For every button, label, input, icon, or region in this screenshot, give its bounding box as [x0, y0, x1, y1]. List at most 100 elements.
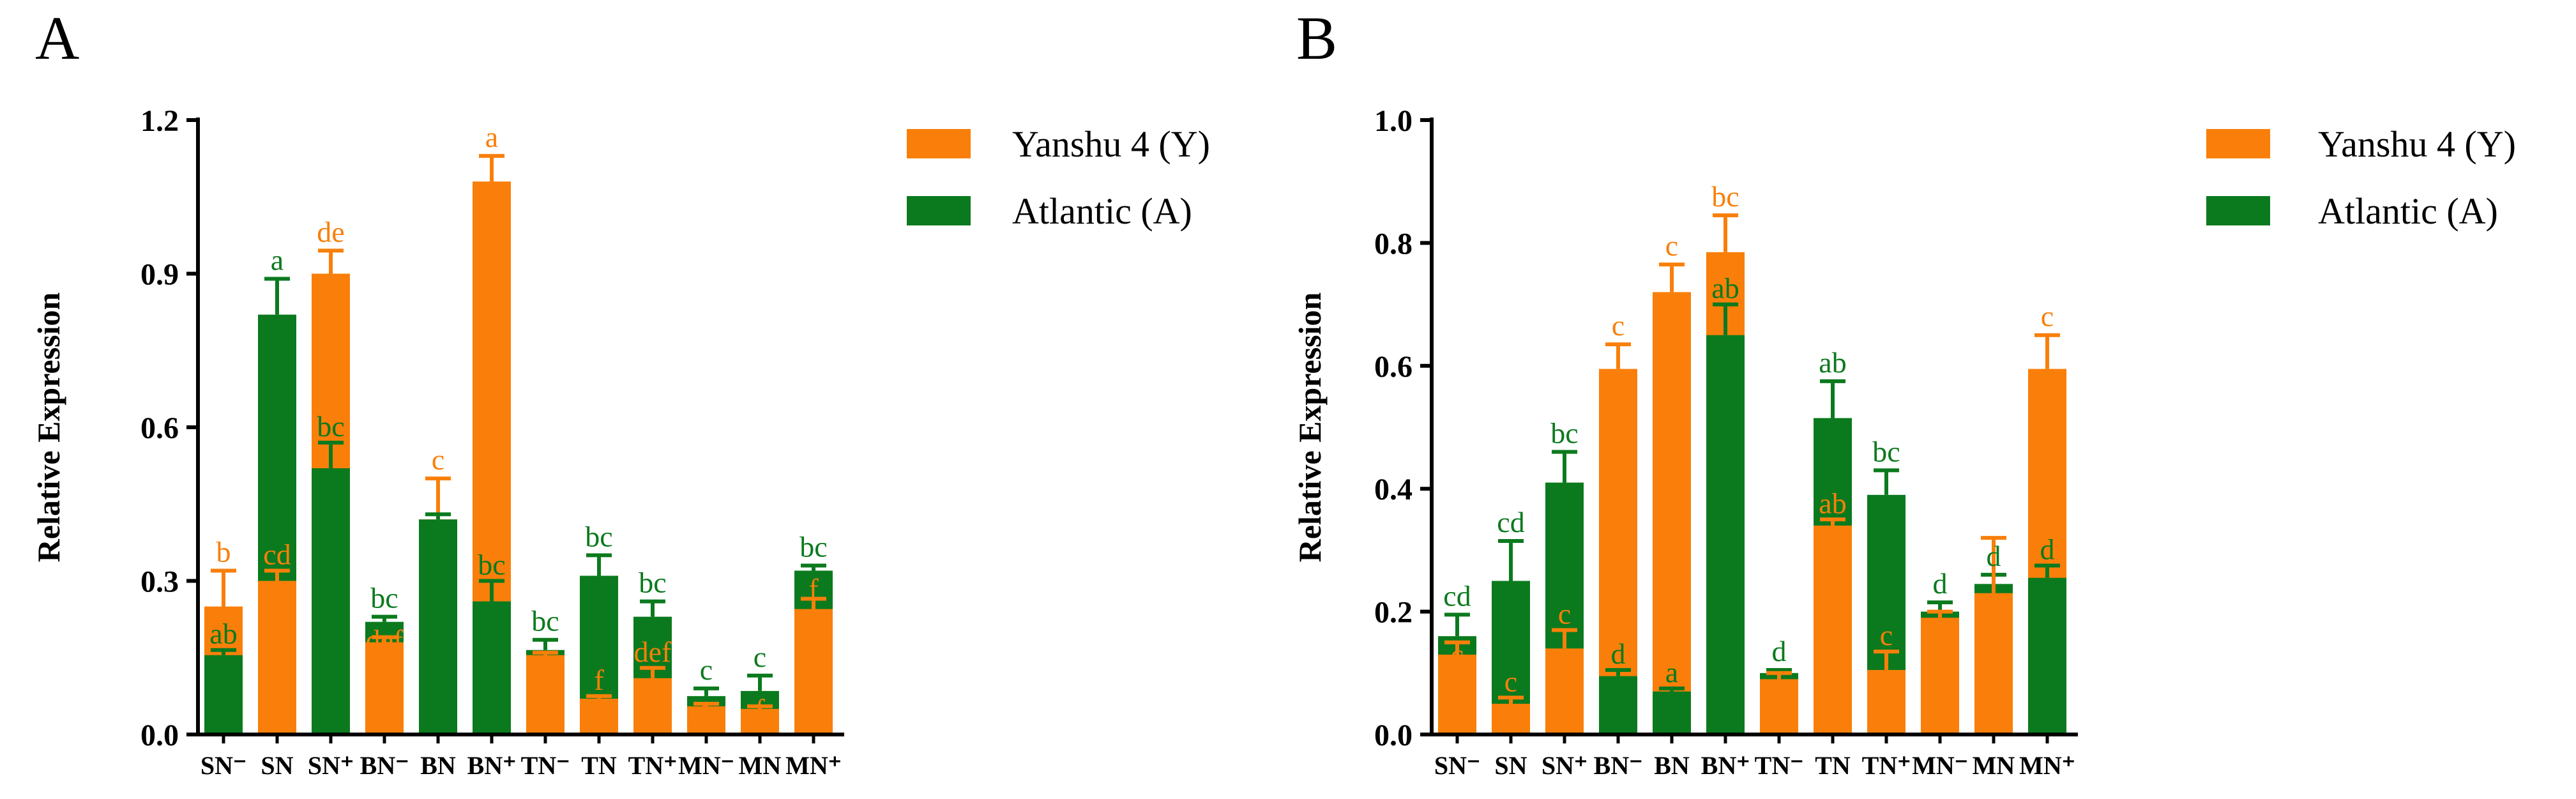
- bar-front-atlantic: [1706, 335, 1745, 734]
- chart-panel-a: A Relative Expression b ab SN⁻ a cd SN de bc SN⁺ bc…: [31, 4, 1210, 780]
- significance-label-back: bc: [1550, 416, 1578, 449]
- legend-label-yanshu: Yanshu 4 (Y): [2318, 123, 2516, 165]
- significance-label-back: ab: [1819, 346, 1846, 379]
- significance-label-back: c: [754, 641, 766, 673]
- bar-front-atlantic: [1599, 676, 1637, 734]
- y-tick-label: 0.8: [1374, 227, 1413, 261]
- bar-front-yanshu: [1492, 703, 1530, 734]
- legend-swatch-yanshu: [2206, 129, 2270, 158]
- y-axis-title: Relative Expression: [1292, 292, 1328, 562]
- x-tick-label: SN⁺: [308, 751, 354, 780]
- y-axis-title: Relative Expression: [31, 292, 66, 562]
- significance-label-back: bc: [799, 530, 827, 563]
- x-tick-label: TN: [581, 751, 617, 780]
- significance-label-back: bc: [585, 520, 612, 552]
- x-tick-label: SN: [261, 751, 293, 780]
- significance-label-back: c: [1612, 309, 1625, 342]
- x-tick-label: TN⁺: [1862, 751, 1911, 780]
- legend-swatch-yanshu: [907, 129, 971, 158]
- bar-front-atlantic: [473, 601, 511, 734]
- significance-label-front: bc: [317, 410, 344, 443]
- bar-front-yanshu: [526, 655, 564, 734]
- significance-label-back: bc: [639, 567, 666, 599]
- significance-label-front: c: [1504, 665, 1517, 697]
- x-tick-label: TN⁻: [521, 751, 570, 780]
- significance-label-back: b: [216, 535, 231, 568]
- significance-label-back: d: [1772, 635, 1787, 667]
- significance-label-front: c: [1987, 586, 2000, 618]
- bar-front-atlantic: [204, 655, 243, 734]
- y-tick-label: 0.0: [1374, 719, 1413, 752]
- significance-label-back: cd: [1497, 506, 1524, 538]
- legend-label-atlantic: Atlantic (A): [1012, 190, 1192, 232]
- significance-label-back: c: [432, 443, 444, 476]
- y-tick-label: 0.0: [140, 719, 179, 752]
- significance-label-front: f: [755, 693, 765, 726]
- significance-label-front: bc: [424, 521, 451, 554]
- x-tick-label: MN⁻: [1912, 751, 1968, 780]
- significance-label-back: bc: [1711, 180, 1739, 213]
- bar-front-yanshu: [365, 642, 404, 734]
- significance-label-back: bc: [370, 582, 398, 614]
- x-tick-label: SN: [1494, 751, 1527, 780]
- x-tick-label: SN⁻: [201, 751, 246, 780]
- significance-label-front: cd: [263, 538, 291, 570]
- x-tick-label: BN: [420, 751, 456, 780]
- bar-front-yanshu: [580, 698, 618, 734]
- legend-label-atlantic: Atlantic (A): [2318, 190, 2498, 232]
- bar-front-yanshu: [633, 678, 672, 734]
- bar-front-yanshu: [258, 581, 296, 734]
- bar-back-yanshu: [1653, 292, 1691, 734]
- bar-front-atlantic: [419, 519, 457, 734]
- x-tick-label: BN: [1654, 751, 1690, 780]
- bar-front-atlantic: [312, 468, 350, 734]
- x-tick-label: MN⁻: [678, 751, 734, 780]
- x-tick-label: MN⁺: [785, 751, 842, 780]
- bar-front-yanshu: [1438, 654, 1476, 734]
- x-tick-label: BN⁺: [467, 751, 517, 780]
- bar-front-yanshu: [794, 609, 833, 734]
- x-tick-label: BN⁻: [1594, 751, 1643, 780]
- legend: Yanshu 4 (Y) Atlantic (A): [2206, 123, 2516, 232]
- bar-front-yanshu: [687, 706, 725, 734]
- significance-label-front: bc: [478, 549, 505, 581]
- x-tick-label: SN⁺: [1542, 751, 1587, 780]
- significance-label-front: d: [1611, 637, 1626, 670]
- significance-label-front: de: [692, 698, 720, 731]
- significance-label-front: f: [594, 664, 604, 696]
- significance-label-back: bc: [531, 605, 559, 637]
- bar-front-yanshu: [1814, 525, 1852, 734]
- y-tick-label: 0.9: [140, 258, 179, 292]
- panel-label: A: [35, 4, 79, 72]
- y-tick-label: 0.6: [1374, 350, 1413, 384]
- significance-label-front: c: [1773, 675, 1785, 708]
- significance-label-front: ef: [534, 652, 557, 685]
- y-tick-label: 0.6: [140, 411, 179, 445]
- y-tick-label: 1.2: [140, 104, 179, 138]
- bar-front-yanshu: [1867, 669, 1905, 734]
- significance-label-front: a: [1665, 656, 1678, 689]
- bar-front-yanshu: [741, 708, 779, 734]
- x-tick-label: TN: [1815, 751, 1851, 780]
- legend-swatch-atlantic: [907, 196, 971, 225]
- x-tick-label: BN⁻: [360, 751, 409, 780]
- x-tick-label: TN⁻: [1755, 751, 1804, 780]
- x-tick-label: MN: [1973, 751, 2015, 780]
- significance-label-front: c: [1558, 597, 1571, 630]
- significance-label-back: d: [1933, 567, 1948, 600]
- legend-label-yanshu: Yanshu 4 (Y): [1012, 123, 1210, 165]
- significance-label-front: def: [634, 635, 672, 668]
- significance-label-back: a: [485, 121, 498, 153]
- significance-label-back: c: [2041, 300, 2054, 333]
- legend-swatch-atlantic: [2206, 196, 2270, 225]
- significance-label-back: bc: [1872, 435, 1900, 468]
- panel-label: B: [1296, 4, 1337, 72]
- bar-front-yanshu: [1974, 593, 2013, 734]
- bar-front-atlantic: [1653, 691, 1691, 734]
- significance-label-back: c: [700, 653, 713, 686]
- significance-label-front: ab: [1711, 272, 1739, 305]
- bar-front-atlantic: [2028, 577, 2066, 734]
- significance-label-back: cd: [1443, 579, 1471, 612]
- significance-label-front: def: [366, 624, 404, 657]
